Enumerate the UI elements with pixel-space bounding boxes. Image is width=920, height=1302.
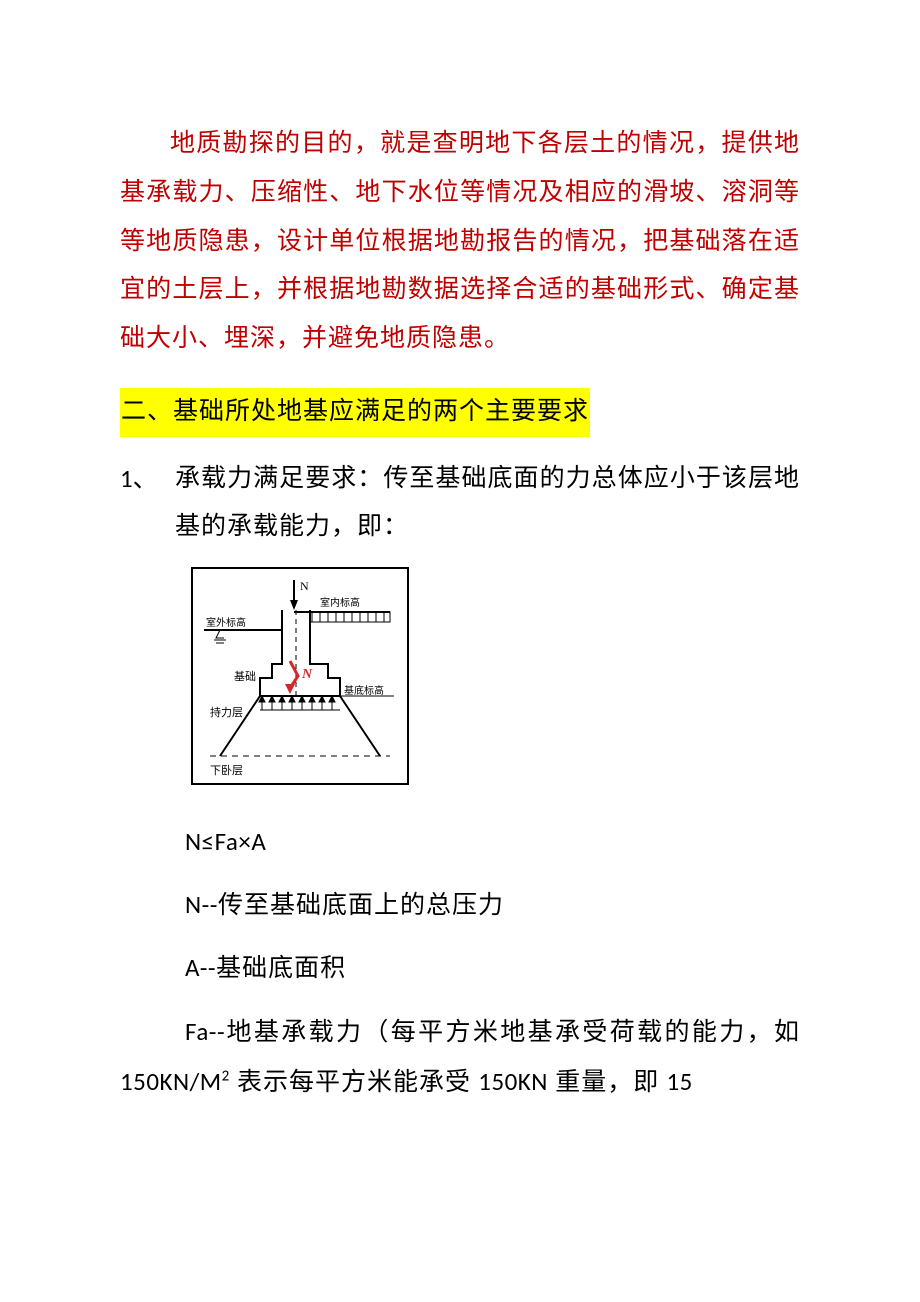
definition-Fa: Fa--地基承载力（每平方米地基承受荷载的能力，如 150KN/M2 表示每平方…	[120, 1008, 800, 1108]
foundation-diagram-svg: N 室内标高 室外标高	[190, 566, 410, 786]
def-Fa-num: 150KN	[478, 1066, 548, 1097]
def-Fa-text-1: 地基承载力（每平方米地基承受荷载的能力，如	[225, 1019, 800, 1046]
def-Fa-symbol: Fa--	[185, 1016, 225, 1047]
svg-text:室内标高: 室内标高	[320, 596, 360, 609]
def-N-text: 传至基础底面上的总压力	[218, 892, 504, 919]
def-A-symbol: A--	[185, 952, 216, 983]
item-1-body: 承载力满足要求：传至基础底面的力总体应小于该层地基的承载能力，即：	[175, 455, 800, 553]
svg-text:基底标高: 基底标高	[344, 684, 384, 697]
svg-text:室外标高: 室外标高	[206, 616, 246, 629]
svg-text:持力层: 持力层	[210, 705, 243, 719]
svg-text:下卧层: 下卧层	[210, 764, 243, 777]
def-Fa-text-3: 重量，即	[548, 1069, 667, 1096]
intro-paragraph: 地质勘探的目的，就是查明地下各层土的情况，提供地基承载力、压缩性、地下水位等情况…	[120, 120, 800, 364]
formula-line: N≤Fa×A	[120, 818, 800, 867]
definition-N: N--传至基础底面上的总压力	[120, 881, 800, 931]
section-heading-2-wrap: 二、基础所处地基应满足的两个主要要求	[120, 382, 800, 455]
def-Fa-tail: 15	[666, 1066, 692, 1097]
definition-A: A--基础底面积	[120, 944, 800, 994]
item-1-marker: 1、	[120, 455, 175, 504]
svg-text:N: N	[301, 667, 313, 682]
def-A-text: 基础底面积	[216, 955, 346, 982]
svg-text:基础: 基础	[234, 670, 256, 683]
def-N-symbol: N--	[185, 889, 218, 920]
numbered-item-1: 1、 承载力满足要求：传至基础底面的力总体应小于该层地基的承载能力，即：	[120, 455, 800, 553]
foundation-diagram: N 室内标高 室外标高	[190, 566, 800, 804]
def-Fa-text-2: 表示每平方米能承受	[230, 1069, 479, 1096]
section-heading-2: 二、基础所处地基应满足的两个主要要求	[120, 388, 590, 437]
document-page: 地质勘探的目的，就是查明地下各层土的情况，提供地基承载力、压缩性、地下水位等情况…	[0, 0, 920, 1302]
def-Fa-unit: 150KN/M2	[120, 1066, 230, 1097]
svg-text:N: N	[300, 579, 309, 593]
